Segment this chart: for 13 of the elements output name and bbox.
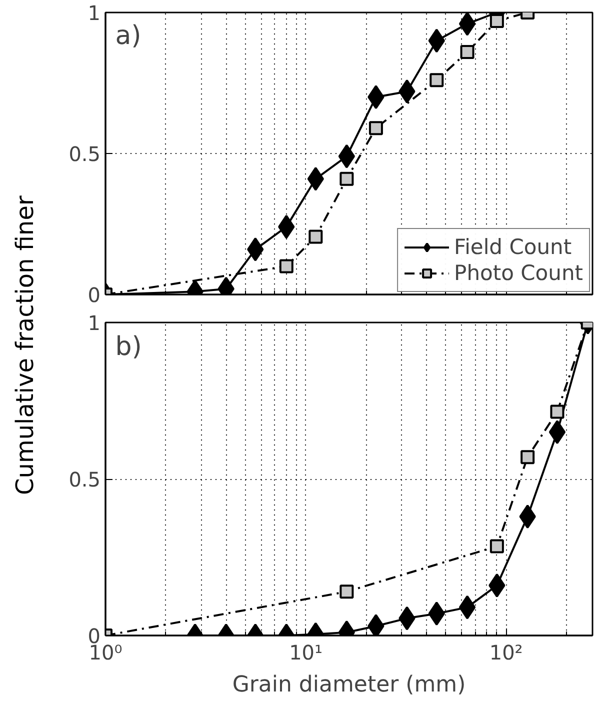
y-tick-label: 0.5 — [68, 142, 101, 166]
y-tick-label: 0 — [88, 283, 101, 307]
annotation: b) — [115, 332, 142, 362]
legend-label: Photo Count — [454, 261, 583, 285]
y-tick-label: 1 — [88, 1, 101, 25]
annotation: a) — [115, 20, 142, 51]
x-tick-label: 10¹ — [289, 640, 323, 664]
y-tick-label: 0.5 — [68, 468, 101, 492]
x-axis-title: Grain diameter (mm) — [232, 672, 466, 698]
y-tick-label: 1 — [88, 311, 101, 335]
legend-label: Field Count — [454, 235, 572, 259]
y-axis-title: Cumulative fraction finer — [10, 195, 40, 495]
x-tick-label: 10² — [489, 640, 523, 664]
